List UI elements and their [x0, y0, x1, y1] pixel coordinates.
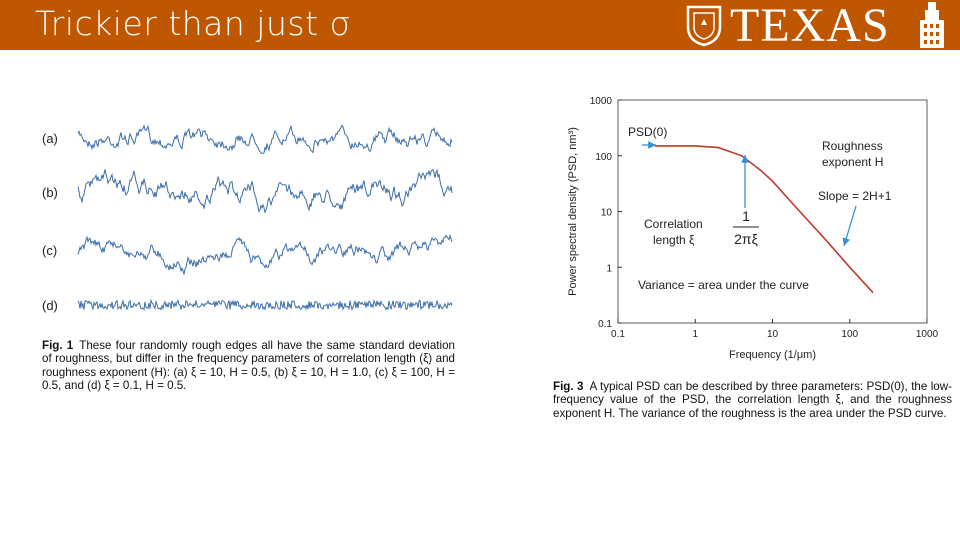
x-tick-label: 1000: [916, 329, 939, 340]
y-tick-label: 0.1: [598, 319, 612, 330]
x-tick-label: 1: [692, 329, 698, 340]
annotation: Variance = area under the curve: [638, 278, 809, 292]
panel-label: (a): [42, 131, 58, 146]
arrow: [842, 205, 857, 247]
x-axis-label: Frequency (1/μm): [729, 349, 816, 361]
rough-edge: [77, 168, 453, 214]
annotation: 1: [742, 208, 750, 224]
caption-text: These four randomly rough edges all have…: [42, 339, 455, 393]
logo-text: TEXAS: [730, 0, 890, 52]
panel-label: (d): [42, 298, 58, 313]
psd-curve: [654, 145, 874, 294]
slide-title: Trickier than just σ: [35, 4, 351, 43]
annotation: PSD(0): [628, 125, 667, 139]
x-tick-label: 0.1: [611, 329, 625, 340]
rough-edge: [77, 298, 453, 311]
psd-chart: 0.1 1 10 100 1000 0.1 1 10 100 1000 Frequency (1/μ…: [567, 96, 939, 361]
rough-edges-figure: (a) (b) (c) (d): [42, 124, 453, 313]
caption-text: A typical PSD can be described by three …: [553, 380, 952, 420]
y-axis-label: Power spectral density (PSD, nm³): [567, 127, 579, 296]
caption-label: Fig. 1: [42, 339, 74, 352]
y-tick-label: 10: [601, 208, 613, 219]
annotation: Slope = 2H+1: [818, 189, 892, 203]
annotation: Roughness: [822, 139, 883, 153]
y-tick-label: 100: [595, 152, 612, 163]
panel-label: (b): [42, 185, 58, 200]
x-tick-label: 100: [841, 329, 858, 340]
tower-icon: [920, 2, 944, 48]
header-bar: Trickier than just σ TEXAS: [0, 0, 960, 52]
x-tick-label: 10: [767, 329, 779, 340]
panel-label: (c): [42, 243, 57, 258]
y-tick-label: 1000: [590, 96, 613, 107]
annotation: 2πξ: [734, 231, 758, 247]
annotation: exponent H: [822, 155, 883, 169]
y-tick-label: 1: [606, 263, 612, 274]
caption-label: Fig. 3: [553, 380, 584, 393]
annotation: Correlation: [644, 217, 703, 231]
annotation: length ξ: [653, 233, 695, 247]
fig1-caption: Fig. 1 These four randomly rough edges al…: [42, 339, 455, 393]
rough-edge: [77, 233, 453, 275]
rough-edge: [77, 124, 453, 154]
seal-icon: [686, 5, 722, 47]
